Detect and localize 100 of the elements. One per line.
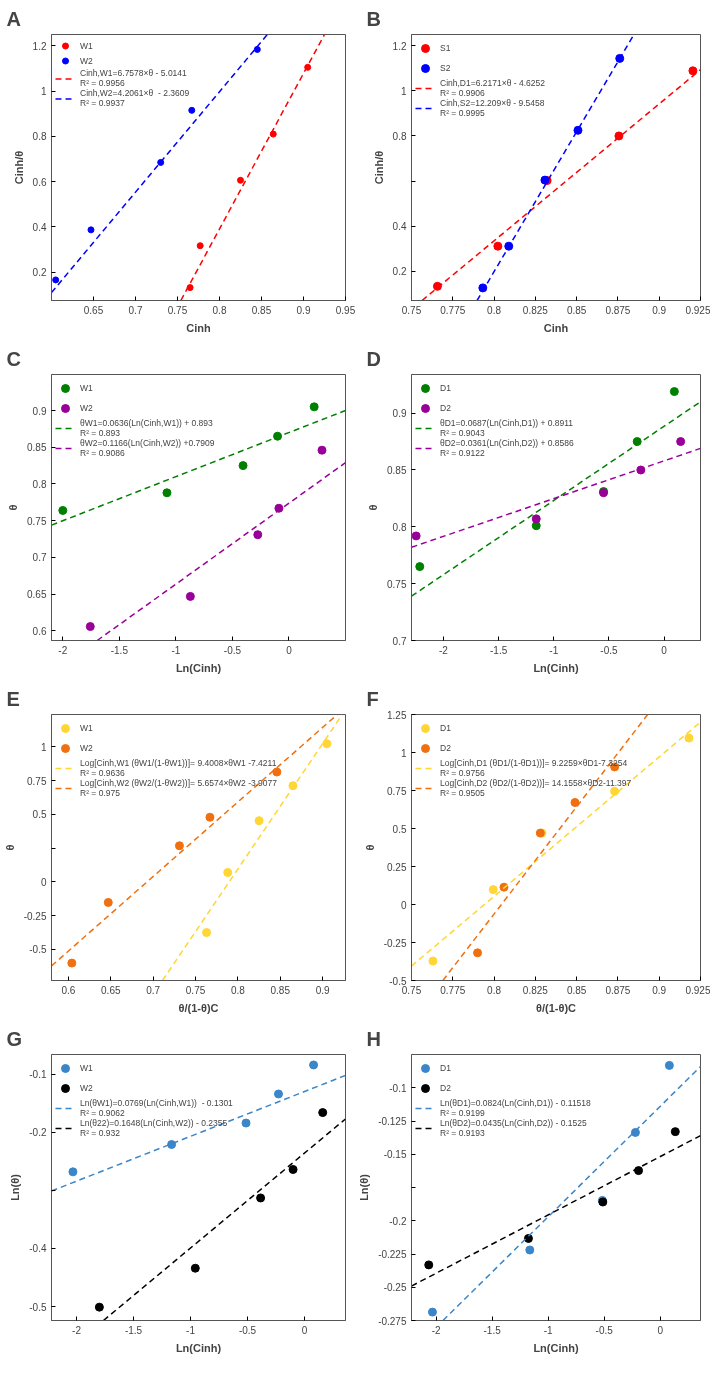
legend-label: D2 bbox=[440, 403, 452, 413]
y-tick-label: 0.75 bbox=[387, 578, 407, 590]
y-tick-label: -0.25 bbox=[383, 937, 407, 949]
y-tick-label: 1.2 bbox=[32, 40, 47, 52]
x-tick-label: -2 bbox=[439, 644, 449, 656]
y-tick-label: 0.8 bbox=[392, 130, 407, 142]
x-tick-label: -2 bbox=[72, 1324, 82, 1336]
x-tick-label: 0.85 bbox=[270, 984, 291, 996]
legend-label: W2 bbox=[80, 55, 94, 66]
x-axis-title: Ln(Cinh) bbox=[175, 1341, 222, 1354]
legend-label: D2 bbox=[440, 1083, 452, 1093]
x-axis-title: Ln(Cinh) bbox=[175, 661, 222, 674]
legend-label: S2 bbox=[440, 63, 452, 73]
legend-label: Log[Cinh,W2 (θW2/(1-θW2))]= 5.6574×θW2 -3.9077 R² = 0.975 bbox=[80, 778, 278, 798]
x-tick-label: 0.825 bbox=[522, 984, 549, 996]
y-tick-label: -0.2 bbox=[389, 1215, 407, 1227]
legend-label: W2 bbox=[80, 1083, 94, 1093]
y-tick-label: -0.5 bbox=[29, 1301, 47, 1313]
x-axis-title: θ/(1-θ)C bbox=[536, 1001, 577, 1014]
x-tick-label: 0.875 bbox=[605, 984, 631, 996]
legend-label: W1 bbox=[80, 1063, 94, 1073]
y-axis-title: Ln(θ) bbox=[9, 1173, 22, 1201]
x-tick-label: 0.825 bbox=[522, 304, 549, 316]
legend-label: Log[Cinh,W1 (θW1/(1-θW1))]= 9.4008×θW1 -7.4211 R² = 0.9636 bbox=[80, 758, 277, 778]
y-axis-title: Cinh/θ bbox=[12, 150, 25, 185]
y-tick-label: -0.5 bbox=[389, 975, 407, 987]
x-tick-label: 0.9 bbox=[652, 304, 667, 316]
y-tick-label: 0.4 bbox=[32, 221, 47, 233]
y-tick-label: 1 bbox=[40, 741, 47, 753]
x-tick-label: -1.5 bbox=[490, 644, 508, 656]
legend-label: W1 bbox=[80, 723, 94, 733]
legend-label: Cinh,D1=6.2171×θ - 4.6252 R² = 0.9906 bbox=[440, 78, 545, 98]
legend-label: Ln(θD1)=0.0824(Ln(Cinh,D1)) - 0.11518 R² = 0.9199 bbox=[440, 1098, 591, 1118]
x-tick-label: -1 bbox=[549, 644, 559, 656]
legend-label: W2 bbox=[80, 743, 94, 753]
y-tick-label: 1.25 bbox=[387, 709, 407, 721]
chart-title: F bbox=[366, 687, 379, 710]
x-tick-label: -1 bbox=[171, 644, 181, 656]
y-tick-label: 0.8 bbox=[32, 478, 47, 490]
x-axis-title: Ln(Cinh) bbox=[533, 661, 579, 674]
y-tick-label: 0.25 bbox=[387, 861, 407, 873]
legend-label: Cinh,S2=12.209×θ - 9.5458 R² = 0.9995 bbox=[440, 98, 545, 118]
x-tick-label: 0 bbox=[286, 644, 293, 656]
y-tick-label: 0.65 bbox=[27, 589, 47, 601]
y-tick-label: -0.5 bbox=[29, 944, 47, 956]
x-tick-label: 0.9 bbox=[296, 304, 311, 316]
x-tick-label: -0.5 bbox=[600, 644, 618, 656]
legend-label: θW2=0.1166(Ln(Cinh,W2)) +0.7909 R² = 0.9086 bbox=[80, 438, 215, 458]
x-tick-label: -1 bbox=[186, 1324, 196, 1336]
y-tick-label: 0.2 bbox=[32, 267, 47, 279]
legend-label: Log[Cinh,D1 (θD1/(1-θD1))]= 9.2259×θD1-7.3254 R² = 0.9756 bbox=[440, 758, 628, 778]
x-tick-label: 0.875 bbox=[605, 304, 631, 316]
y-tick-label: 1 bbox=[400, 747, 407, 759]
x-tick-label: 0 bbox=[301, 1324, 308, 1336]
y-tick-label: 1 bbox=[400, 85, 407, 97]
y-axis-title: θ bbox=[363, 844, 376, 851]
y-tick-label: 0.6 bbox=[32, 625, 47, 637]
legend-label: D2 bbox=[440, 743, 452, 753]
y-tick-label: 1 bbox=[40, 86, 47, 98]
chart-title: G bbox=[6, 1027, 23, 1050]
x-tick-label: 0.775 bbox=[440, 304, 466, 316]
y-tick-label: -0.1 bbox=[389, 1082, 407, 1094]
y-tick-label: -0.25 bbox=[383, 1282, 407, 1294]
legend-label: Ln(θD2)=0.0435(Ln(Cinh,D2)) - 0.1525 R² = 0.9193 bbox=[440, 1118, 587, 1138]
y-tick-label: 0.4 bbox=[392, 221, 407, 233]
x-tick-label: 0.9 bbox=[315, 984, 331, 996]
x-axis-title: Cinh bbox=[543, 321, 569, 334]
y-tick-label: 0.75 bbox=[27, 775, 47, 787]
x-tick-label: 0.85 bbox=[251, 304, 272, 316]
y-tick-label: 0.75 bbox=[387, 785, 407, 797]
legend-label: Cinh,W2=4.2061×θ - 2.3609 R² = 0.9937 bbox=[80, 88, 190, 108]
x-tick-label: 0 bbox=[661, 644, 668, 656]
x-tick-label: -1.5 bbox=[110, 644, 129, 656]
x-tick-label: 0.925 bbox=[685, 984, 711, 996]
y-tick-label: 1.2 bbox=[392, 40, 407, 52]
legend-label: Cinh,W1=6.7578×θ - 5.0141 R² = 0.9956 bbox=[80, 68, 187, 88]
y-tick-label: -0.15 bbox=[383, 1149, 407, 1161]
x-tick-label: 0 bbox=[657, 1324, 664, 1336]
y-tick-label: 0.5 bbox=[32, 809, 47, 821]
x-tick-label: 0.8 bbox=[230, 984, 246, 996]
x-tick-label: 0.75 bbox=[167, 304, 188, 316]
chart-title: H bbox=[366, 1027, 381, 1050]
y-tick-label: -0.4 bbox=[29, 1243, 47, 1255]
x-tick-label: 0.75 bbox=[185, 984, 206, 996]
legend-label: D1 bbox=[440, 1063, 452, 1073]
x-axis-title: Ln(Cinh) bbox=[533, 1341, 579, 1354]
x-tick-label: 0.8 bbox=[487, 984, 502, 996]
x-tick-label: 0.65 bbox=[101, 984, 121, 996]
y-tick-label: 0.85 bbox=[27, 442, 47, 454]
x-tick-label: -1 bbox=[543, 1324, 554, 1336]
legend-label: D1 bbox=[440, 383, 452, 393]
y-tick-label: -0.25 bbox=[23, 910, 47, 922]
x-tick-label: -1.5 bbox=[483, 1324, 502, 1336]
y-axis-title: Cinh/θ bbox=[372, 150, 385, 185]
y-axis-title: Ln(θ) bbox=[358, 1173, 371, 1201]
y-tick-label: 0.6 bbox=[32, 176, 47, 188]
chart-title: D bbox=[366, 347, 381, 370]
x-tick-label: -0.5 bbox=[595, 1324, 614, 1336]
x-tick-label: 0.95 bbox=[335, 304, 356, 316]
legend-label: W1 bbox=[80, 40, 94, 51]
